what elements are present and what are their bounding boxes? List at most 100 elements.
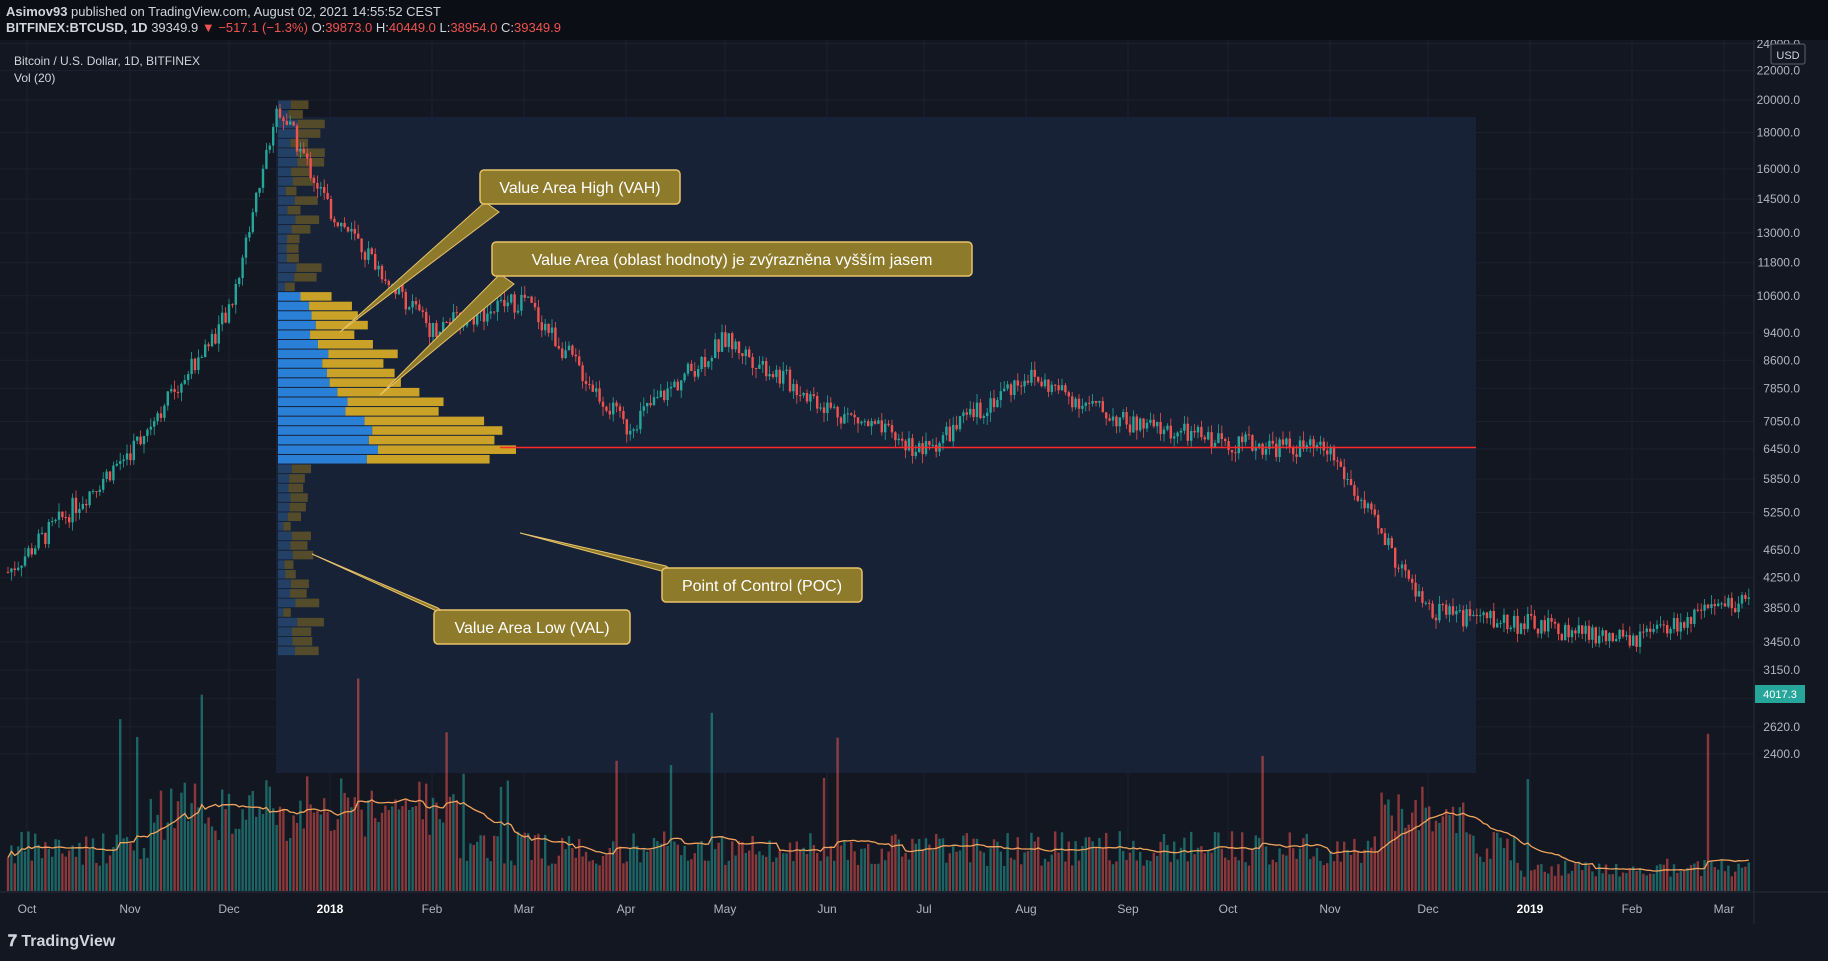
volume-bar [598, 865, 601, 891]
volume-bar [659, 843, 662, 891]
price-chart[interactable]: Value Area High (VAH) Value Area (oblast … [0, 40, 1828, 924]
volume-bar [27, 831, 30, 891]
profile-row-buy [278, 320, 316, 330]
volume-bar [1411, 812, 1414, 891]
candle [839, 417, 843, 424]
volume-bar [1591, 871, 1594, 891]
volume-bar [737, 841, 741, 891]
candle [1237, 436, 1240, 454]
volume-bar [1149, 860, 1152, 891]
x-tick-label: 2019 [1517, 902, 1544, 916]
candle [85, 503, 88, 506]
candle [1666, 624, 1669, 634]
volume-bar [1312, 856, 1315, 891]
candle [88, 491, 91, 506]
profile-row-buy [278, 541, 291, 550]
volume-bar [346, 797, 350, 891]
volume-bar [234, 828, 237, 891]
candle [1502, 614, 1506, 623]
y-tick-label: 22000.0 [1757, 64, 1801, 78]
candle [1706, 604, 1710, 608]
volume-bar [918, 838, 921, 891]
candle [778, 369, 781, 384]
volume-bar [1132, 840, 1135, 891]
volume-bar [387, 810, 390, 891]
candle [1601, 630, 1604, 636]
volume-bar [527, 833, 530, 891]
volume-bar [166, 822, 169, 891]
candle [1013, 380, 1016, 396]
profile-row-sell [283, 608, 291, 617]
volume-bar [1183, 837, 1186, 891]
candle [1526, 613, 1529, 630]
candle [846, 413, 849, 415]
volume-bar [435, 802, 438, 891]
candle [1642, 631, 1645, 633]
volume-bar [146, 857, 149, 891]
x-tick-label: Nov [1319, 902, 1340, 916]
tradingview-logo[interactable]: 𝟕 TradingView [8, 933, 115, 951]
volume-bar [867, 843, 870, 891]
candle [486, 313, 489, 322]
candle [1159, 421, 1162, 435]
currency-label[interactable]: USD [1776, 50, 1799, 62]
volume-bar [1071, 865, 1074, 891]
volume-bar [282, 808, 285, 891]
candle [673, 381, 676, 387]
profile-row-buy [278, 589, 291, 598]
volume-bar [727, 860, 730, 891]
profile-row-buy [278, 512, 288, 522]
volume-bar [1322, 865, 1325, 891]
volume-bar [676, 844, 679, 891]
volume-bar [1547, 873, 1550, 891]
candle [1530, 613, 1533, 616]
candle [200, 357, 203, 359]
volume-bar [299, 800, 302, 891]
candle [1176, 432, 1179, 437]
candle [996, 399, 999, 408]
volume-bar [513, 865, 516, 891]
volume-bar [1336, 841, 1339, 891]
profile-row-buy [278, 368, 327, 378]
profile-row-buy [278, 617, 298, 627]
volume-ma-line [7, 798, 1749, 872]
profile-row-buy [278, 359, 323, 368]
candle [1377, 514, 1380, 529]
candle [1003, 388, 1006, 392]
candle [833, 406, 836, 408]
volume-bar [1672, 864, 1676, 891]
volume-bar [748, 850, 751, 891]
volume-bar [1700, 876, 1703, 891]
profile-row-sell [297, 617, 324, 627]
volume-bar [911, 838, 914, 891]
candle [1424, 602, 1427, 604]
candle [1543, 620, 1546, 632]
volume-bar [1264, 846, 1268, 891]
profile-row-sell [364, 416, 485, 426]
candle [1220, 433, 1223, 439]
candle [1638, 631, 1642, 647]
volume-bar [289, 838, 292, 891]
author[interactable]: Asimov93 [6, 4, 68, 19]
volume-bar [1400, 808, 1404, 891]
candle [1288, 438, 1291, 448]
volume-bar [965, 833, 968, 891]
candle [1383, 533, 1387, 546]
volume-bar [57, 839, 61, 891]
candle [1594, 627, 1597, 644]
candle [136, 436, 139, 441]
profile-row-buy [278, 454, 367, 464]
volume-bar [1574, 863, 1577, 891]
volume-bar [1468, 834, 1472, 891]
volume-bar [265, 780, 268, 891]
price-axis[interactable]: 24000.022000.020000.018000.016000.014500… [1757, 40, 1801, 761]
profile-row-buy [278, 234, 288, 244]
volume-bar [1482, 861, 1485, 891]
profile-row-buy [278, 569, 286, 579]
time-axis[interactable]: Oct Nov Dec 2018 Feb Mar Apr May Jun Jul Aug Sep Oct… [18, 902, 1735, 916]
candle [1217, 433, 1220, 443]
candle [1020, 385, 1023, 387]
volume-bar [1594, 876, 1597, 891]
volume-bar [224, 809, 227, 891]
volume-bar [1438, 822, 1441, 891]
